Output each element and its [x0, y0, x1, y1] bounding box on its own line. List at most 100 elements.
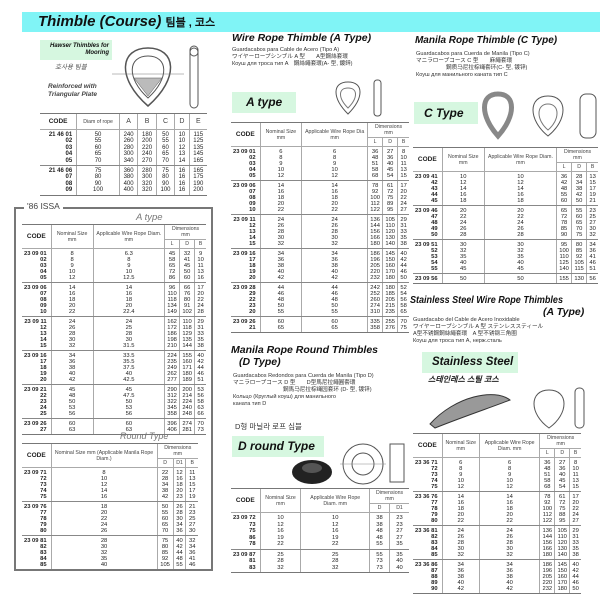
wire-a-line: Коуш для троса тип A 鋼絲繩套環(A- 型, 鍍鋅)	[232, 61, 353, 67]
value-cell: 33	[194, 331, 206, 337]
course-thimble-diagram	[112, 45, 199, 109]
value-cell: 54	[382, 173, 398, 181]
course-note: Reinforced with Triangular Plate	[48, 83, 98, 98]
value-cell: 110	[382, 223, 398, 229]
code-cell: 23 09 16	[233, 251, 256, 257]
value-cell: 27	[397, 207, 409, 215]
value-cell: 19	[185, 494, 198, 502]
value-cell: 8	[478, 466, 540, 472]
value-cell: 189	[179, 377, 195, 385]
value-cell: 48	[172, 556, 186, 562]
value-cell: 55	[301, 309, 368, 317]
value-cell: 65	[571, 220, 587, 226]
value-cell: 38	[569, 552, 581, 560]
value-cell: 22	[478, 518, 540, 526]
value-cell: 56	[50, 411, 94, 419]
value-cell: 46	[569, 580, 581, 586]
value-cell: 277	[164, 377, 180, 385]
header-row: D D1 B	[22, 458, 198, 468]
value-cell: 135	[188, 144, 207, 152]
code-cell: 53	[431, 254, 438, 260]
dimension-column-header: D	[179, 239, 195, 249]
value-cell: 22	[569, 506, 581, 512]
code-cell: 75	[249, 528, 256, 534]
value-cell: 75	[397, 325, 409, 333]
value-cell: 24	[483, 220, 557, 226]
course-table: CODE Diam of rope A B C D E 21 46 01 50 240 180 50 1…	[40, 113, 207, 196]
code-cell: 85	[413, 552, 443, 560]
column-header: Nominal Size mm (Applicable Manila Rope …	[50, 443, 157, 468]
value-cell: 162	[164, 316, 180, 325]
table-row: 23 09 76 18 50 26 21	[22, 501, 198, 510]
value-cell: 12	[174, 144, 190, 152]
value-cell: 34	[259, 248, 302, 257]
value-cell: 50	[179, 269, 195, 275]
value-cell: 65	[164, 263, 180, 269]
value-cell: 13	[397, 167, 409, 173]
code-cell: 83	[40, 550, 47, 556]
value-cell: 10	[397, 155, 409, 161]
value-cell: 40	[397, 248, 409, 257]
dimensions-header: Dimensions mm	[539, 433, 581, 449]
value-cell: 20	[483, 205, 557, 214]
value-cell: 42	[569, 568, 581, 574]
value-cell: 12	[50, 275, 94, 283]
value-cell: 20	[301, 201, 368, 207]
table-row: 50 28 28 90 75 32	[413, 232, 598, 240]
value-cell: 30	[50, 544, 157, 550]
header-row: CODE Nominal Size mm Applicable Wire Rope …	[22, 224, 206, 249]
table-row: 21 46 06 75 360 280 75 16 165	[40, 165, 207, 175]
value-cell: 24	[194, 303, 206, 309]
value-cell: 23	[389, 512, 409, 522]
table-row: 08 18 18 118 80 22	[22, 297, 206, 303]
code-cell: 23 09 01	[233, 149, 256, 155]
value-cell: 20	[259, 201, 302, 207]
value-cell: 21	[185, 501, 198, 510]
value-cell: 18	[50, 297, 94, 303]
value-cell: 30	[478, 546, 540, 552]
value-cell: 32	[483, 248, 557, 254]
column-header: Nominal Size mm	[441, 147, 485, 172]
value-cell: 32	[301, 241, 368, 249]
value-cell: 160	[554, 574, 570, 580]
value-cell: 26	[301, 223, 368, 229]
value-cell: 60	[76, 144, 120, 152]
value-cell: 26	[50, 528, 157, 536]
value-cell: 112	[539, 512, 555, 518]
value-cell: 32	[179, 248, 195, 257]
value-cell: 68	[539, 484, 555, 492]
value-cell: 310	[367, 309, 383, 317]
stainless-heading: Stainless Steel Wire Rope Thimbles	[410, 294, 563, 306]
value-cell: 9	[301, 161, 368, 167]
code-cell: 20	[22, 377, 52, 385]
value-cell: 75	[155, 165, 175, 175]
value-cell: 6	[259, 146, 302, 155]
code-cell: 23	[249, 303, 256, 309]
value-cell: 30	[586, 226, 598, 232]
value-cell: 38	[156, 488, 174, 494]
value-cell: 37.5	[92, 365, 165, 371]
code-cell: 09	[40, 303, 47, 309]
table-row: 18 38 38 205 160 44	[231, 263, 409, 269]
value-cell: 32	[259, 564, 301, 573]
code-cell: 18	[249, 263, 256, 269]
value-cell: 24	[569, 512, 581, 518]
manila-d-heading-line: Manila Rope Round Thimbles	[231, 344, 379, 356]
value-cell: 10	[569, 466, 581, 472]
value-cell: 10	[92, 269, 165, 275]
value-cell: 8	[259, 155, 302, 161]
value-cell: 240	[179, 405, 195, 411]
code-cell: 80	[22, 528, 52, 536]
code-cell: 86	[249, 534, 256, 541]
column-header: Nominal Size mm	[441, 433, 480, 458]
value-cell: 30	[483, 239, 557, 248]
value-cell: 281	[179, 427, 195, 435]
code-cell: 89	[431, 580, 438, 586]
value-cell: 32	[441, 248, 485, 254]
table-row: 23 36 81 24 24 136 105 29	[413, 525, 581, 534]
value-cell: 9	[194, 248, 206, 257]
value-cell: 17	[569, 491, 581, 500]
table-row: 12 26 26 144 110 31	[231, 223, 409, 229]
value-cell: 22	[50, 309, 94, 317]
